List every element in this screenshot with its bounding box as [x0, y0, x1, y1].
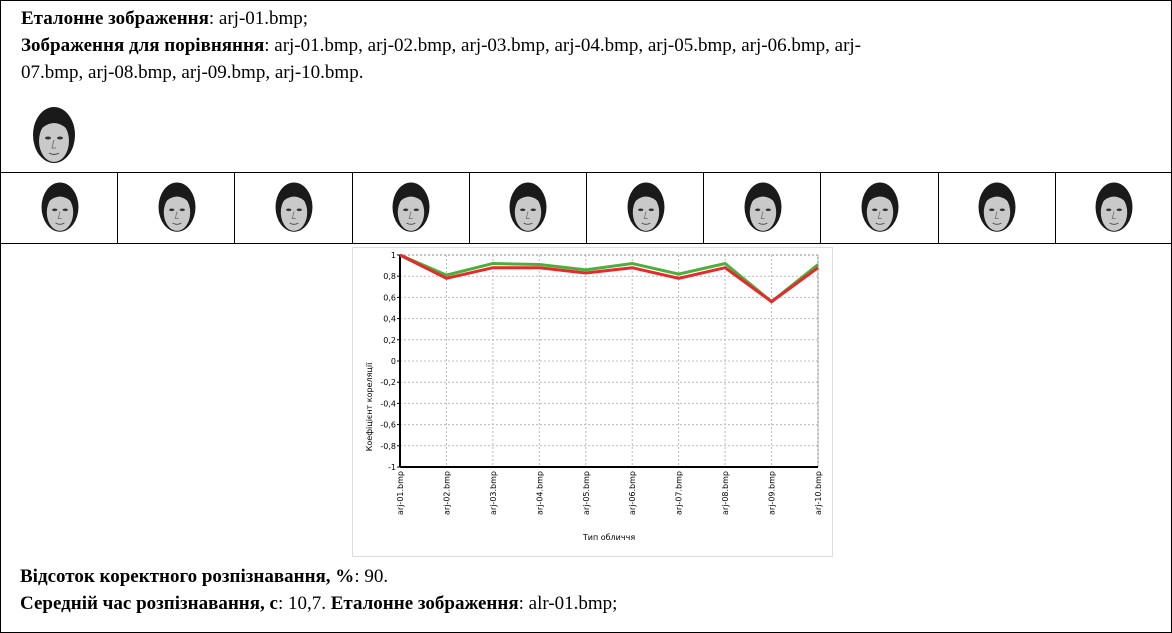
page: Еталонне зображення: arj-01.bmp; Зображе… — [0, 0, 1172, 622]
face-image — [975, 180, 1019, 236]
y-tick-label: -0,4 — [380, 399, 396, 408]
face-image — [858, 180, 902, 236]
face-image — [38, 180, 82, 236]
cell-divider — [938, 173, 939, 243]
reference-face — [29, 105, 79, 167]
face-image — [741, 180, 785, 236]
x-tick-label: arj-07.bmp — [675, 471, 684, 515]
cell-divider — [234, 173, 235, 243]
x-tick-label: arj-02.bmp — [442, 471, 451, 515]
x-axis-label: Тип обличчя — [582, 533, 635, 542]
face-image — [1092, 180, 1136, 236]
x-tick-label: arj-09.bmp — [768, 471, 777, 515]
chart: Коефіцієнт кореляції Тип обличчя -1 -0,8 -… — [352, 247, 834, 557]
x-tick-label: arj-03.bmp — [489, 471, 498, 515]
x-tick-label: arj-06.bmp — [628, 471, 637, 515]
next-reference-value: : alr-01.bmp; — [519, 593, 618, 614]
cell-divider — [586, 173, 587, 243]
x-tick-label: arj-04.bmp — [535, 471, 544, 515]
time-label: Середній час розпізнавання, с — [20, 593, 278, 614]
x-tick-label: arj-01.bmp — [396, 471, 405, 515]
face-image — [389, 180, 433, 236]
face-image — [506, 180, 550, 236]
reference-value: : arj-01.bmp; — [209, 8, 308, 29]
accuracy-line: Відсоток коректного розпізнавання, %: 90… — [20, 563, 388, 590]
y-tick-label: -0,6 — [380, 421, 396, 430]
faces-row — [0, 172, 1172, 244]
y-tick-label: 0,4 — [383, 315, 396, 324]
reference-text: Еталонне зображення: arj-01.bmp; Зображе… — [21, 5, 921, 86]
next-reference-label: Еталонне зображення — [331, 593, 519, 614]
x-tick-label: arj-10.bmp — [814, 471, 823, 515]
y-axis-label: Коефіцієнт кореляції — [365, 362, 374, 451]
y-tick-label: -0,2 — [380, 378, 396, 387]
face-image — [155, 180, 199, 236]
reference-cell: Еталонне зображення: arj-01.bmp; Зображе… — [0, 0, 1172, 173]
time-value: : 10,7. — [278, 593, 331, 614]
x-tick-label: arj-08.bmp — [721, 471, 730, 515]
y-tick-label: 0 — [391, 357, 396, 366]
reference-label: Еталонне зображення — [21, 8, 209, 29]
compare-label: Зображення для порівняння — [21, 35, 264, 56]
y-tick-label: 0,8 — [383, 272, 396, 281]
face-image — [624, 180, 668, 236]
accuracy-label: Відсоток коректного розпізнавання, % — [20, 566, 354, 587]
cell-divider — [117, 173, 118, 243]
y-tick-label: -1 — [388, 463, 396, 472]
y-tick-label: 1 — [391, 251, 396, 260]
accuracy-value: : 90. — [354, 566, 388, 587]
cell-divider — [1055, 173, 1056, 243]
cell-divider — [469, 173, 470, 243]
x-tick-label: arj-05.bmp — [582, 471, 591, 515]
y-tick-label: 0,6 — [383, 293, 396, 302]
time-line: Середній час розпізнавання, с: 10,7. Ета… — [20, 590, 617, 617]
cell-divider — [820, 173, 821, 243]
y-tick-label: -0,8 — [380, 442, 396, 451]
cell-divider — [352, 173, 353, 243]
y-tick-label: 0,2 — [383, 336, 396, 345]
face-image — [272, 180, 316, 236]
cell-divider — [703, 173, 704, 243]
